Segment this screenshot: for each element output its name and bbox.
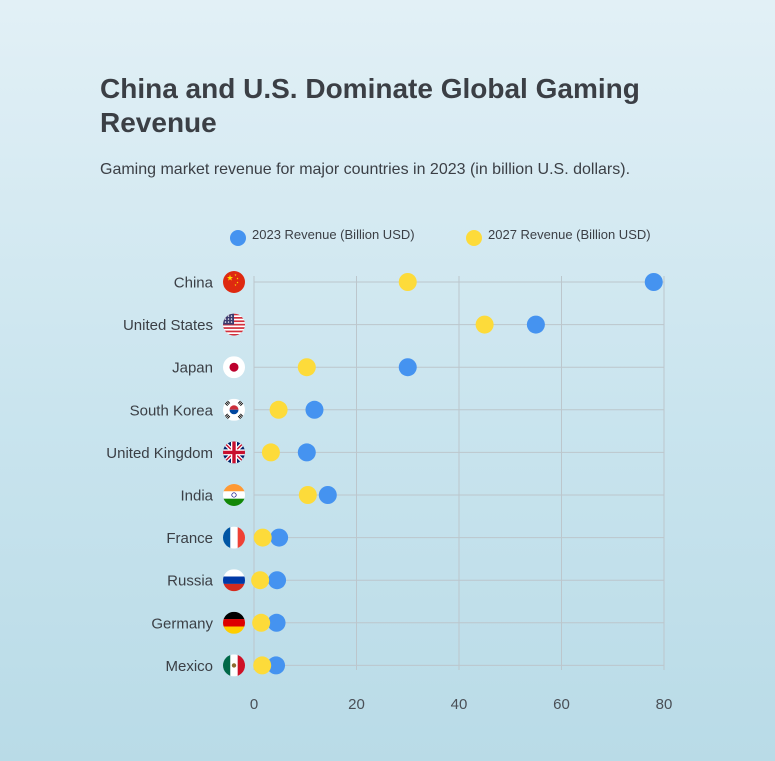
south-korea-flag-icon: [223, 398, 245, 421]
category-label: India: [180, 488, 213, 505]
category-label: Germany: [151, 615, 213, 632]
x-tick-label: 60: [553, 696, 570, 713]
point-2027-russia[interactable]: [251, 571, 270, 590]
legend-marker-0: [230, 230, 246, 246]
point-2023-mexico[interactable]: [267, 656, 286, 675]
point-2027-germany[interactable]: [252, 613, 271, 632]
category-labels: China United States Japan South Korea United…: [106, 275, 213, 675]
x-tick-label: 40: [451, 696, 468, 713]
chart-title: China and U.S. Dominate Global Gaming Re…: [100, 73, 640, 138]
legend-marker-1: [466, 230, 482, 246]
france-flag-icon: [223, 526, 245, 549]
category-label: United States: [123, 317, 213, 334]
point-2023-japan[interactable]: [398, 358, 417, 377]
mexico-flag-icon: [223, 654, 245, 677]
x-axis: 0 20 40 60 80: [250, 696, 673, 713]
india-flag-icon: [223, 484, 245, 506]
point-2027-india[interactable]: [298, 486, 317, 504]
point-2027-china[interactable]: [398, 273, 417, 291]
point-2027-united-kingdom[interactable]: [261, 443, 280, 462]
point-2023-france[interactable]: [270, 528, 289, 547]
china-flag-icon: [223, 271, 245, 293]
category-label: Mexico: [165, 658, 213, 675]
russia-flag-icon: [223, 569, 245, 592]
legend-label-1: 2027 Revenue (Billion USD): [488, 227, 651, 242]
grid: [253, 276, 665, 670]
legend-label-0: 2023 Revenue (Billion USD): [252, 227, 415, 242]
point-2023-germany[interactable]: [267, 613, 286, 632]
point-2023-south-korea[interactable]: [305, 400, 324, 419]
point-2027-south-korea[interactable]: [269, 400, 288, 419]
data-points: [251, 273, 663, 675]
category-label: Russia: [167, 573, 214, 590]
flags: [223, 271, 245, 677]
chart-subtitle: Gaming market revenue for major countrie…: [100, 161, 631, 178]
category-label: China: [174, 275, 214, 292]
usa-flag-icon: [223, 313, 245, 336]
point-2027-united-states[interactable]: [475, 315, 494, 334]
germany-flag-icon: [223, 611, 245, 634]
point-2023-russia[interactable]: [268, 571, 287, 590]
point-2023-india[interactable]: [318, 486, 337, 504]
point-2027-mexico[interactable]: [253, 656, 272, 675]
category-label: South Korea: [130, 402, 214, 419]
point-2027-japan[interactable]: [297, 358, 316, 377]
japan-flag-icon: [223, 356, 245, 379]
point-2023-united-states[interactable]: [526, 315, 545, 334]
uk-flag-icon: [223, 441, 245, 464]
legend: 2023 Revenue (Billion USD) 2027 Revenue (…: [230, 227, 651, 246]
point-2027-france[interactable]: [253, 528, 272, 547]
point-2023-china[interactable]: [644, 273, 663, 291]
point-2023-united-kingdom[interactable]: [297, 443, 316, 462]
x-tick-label: 80: [656, 696, 673, 713]
x-tick-label: 0: [250, 696, 258, 713]
category-label: Japan: [172, 360, 213, 377]
x-tick-label: 20: [348, 696, 365, 713]
category-label: France: [166, 530, 213, 547]
category-label: United Kingdom: [106, 445, 213, 462]
